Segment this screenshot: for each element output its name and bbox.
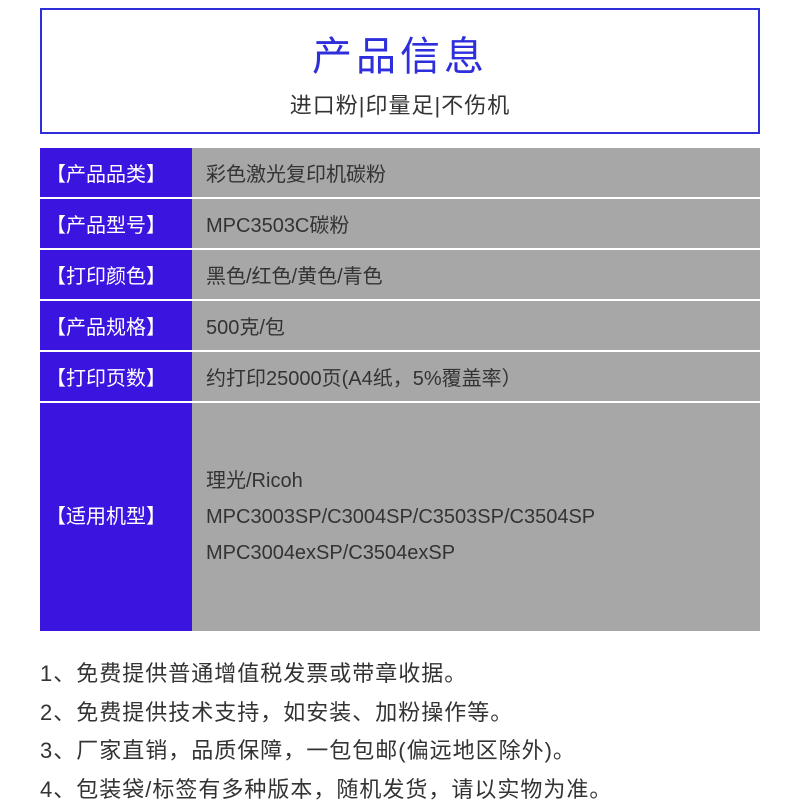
spec-table: 【产品品类】 彩色激光复印机碳粉 【产品型号】 MPC3503C碳粉 【打印颜色… xyxy=(40,148,760,633)
spec-value: 约打印25000页(A4纸，5%覆盖率） xyxy=(192,351,760,402)
header-subtitle: 进口粉|印量足|不伤机 xyxy=(42,88,758,120)
spec-row: 【打印颜色】 黑色/红色/黄色/青色 xyxy=(40,249,760,300)
spec-value: MPC3503C碳粉 xyxy=(192,198,760,249)
spec-row: 【产品品类】 彩色激光复印机碳粉 xyxy=(40,148,760,198)
compat-row: 【适用机型】 理光/Ricoh MPC3003SP/C3004SP/C3503S… xyxy=(40,402,760,632)
spec-value: 500克/包 xyxy=(192,300,760,351)
compat-label: 【适用机型】 xyxy=(40,402,192,632)
notes: 1、免费提供普通增值税发票或带章收据。 2、免费提供技术支持，如安装、加粉操作等… xyxy=(40,655,760,809)
spec-label: 【打印页数】 xyxy=(40,351,192,402)
note-line: 2、免费提供技术支持，如安装、加粉操作等。 xyxy=(40,694,760,733)
spec-label: 【产品型号】 xyxy=(40,198,192,249)
note-line: 1、免费提供普通增值税发票或带章收据。 xyxy=(40,655,760,694)
note-line: 4、包装袋/标签有多种版本，随机发货，请以实物为准。 xyxy=(40,771,760,809)
spec-label: 【打印颜色】 xyxy=(40,249,192,300)
compat-value: 理光/Ricoh MPC3003SP/C3004SP/C3503SP/C3504… xyxy=(192,402,760,632)
spec-value: 彩色激光复印机碳粉 xyxy=(192,148,760,198)
header-box: 产品信息 进口粉|印量足|不伤机 xyxy=(40,8,760,134)
spec-row: 【打印页数】 约打印25000页(A4纸，5%覆盖率） xyxy=(40,351,760,402)
spec-label: 【产品品类】 xyxy=(40,148,192,198)
spec-label: 【产品规格】 xyxy=(40,300,192,351)
header-title: 产品信息 xyxy=(42,24,758,82)
note-line: 3、厂家直销，品质保障，一包包邮(偏远地区除外)。 xyxy=(40,732,760,771)
compat-line: MPC3004exSP/C3504exSP xyxy=(206,535,746,571)
compat-line: MPC3003SP/C3004SP/C3503SP/C3504SP xyxy=(206,499,746,535)
spec-row: 【产品规格】 500克/包 xyxy=(40,300,760,351)
spec-row: 【产品型号】 MPC3503C碳粉 xyxy=(40,198,760,249)
spec-value: 黑色/红色/黄色/青色 xyxy=(192,249,760,300)
compat-line: 理光/Ricoh xyxy=(206,463,746,499)
